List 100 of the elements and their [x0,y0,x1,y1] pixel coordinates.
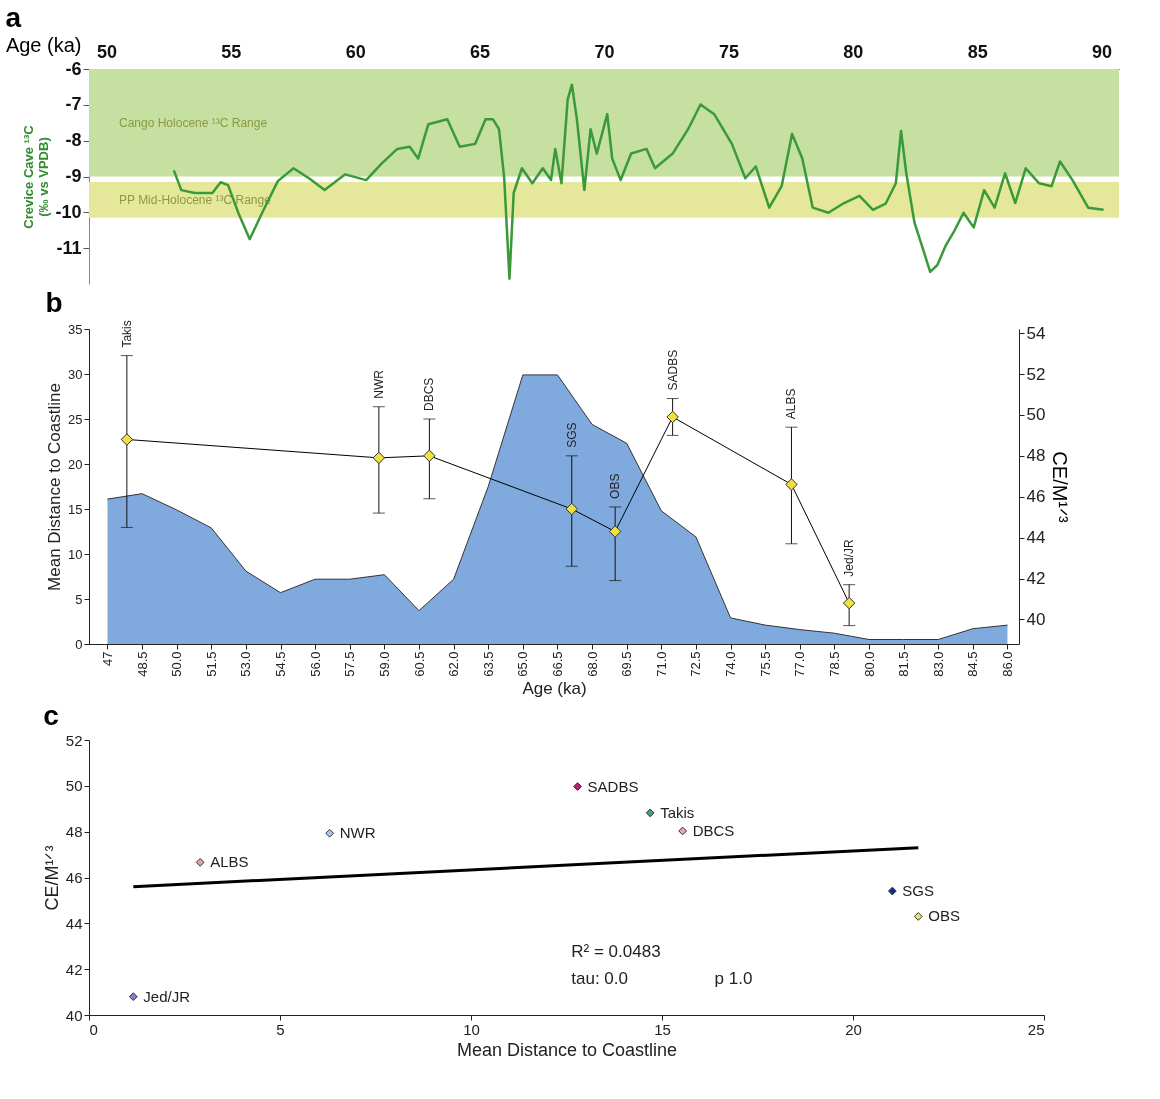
y2-tick-label: 42 [1026,569,1046,589]
x-tick-label: 51.5 [203,651,219,677]
y-tick-label: 0 [75,636,83,652]
y2-tick-label: 44 [1026,528,1046,548]
x-tick-label: 60.5 [411,651,427,677]
x-tick-label: 80.0 [861,651,877,677]
x-tick-label: 10 [463,1020,480,1038]
y-tick-label: 25 [68,411,83,427]
x-axis-title: Mean Distance to Coastline [456,1039,678,1060]
x-tick-label: 65 [470,41,491,62]
x-tick-label: 84.5 [965,651,981,677]
y-axis-title: Crevice Cave ¹³C (‰ vs VPDB) [21,124,52,229]
point [645,808,655,818]
x-tick-label: 81.5 [896,651,912,677]
y-tick-label: -6 [65,58,82,79]
point [887,886,897,896]
y-tick-label: -9 [65,166,82,186]
x-tick-label: 63.5 [480,651,496,677]
x-tick-label: 68.0 [584,651,600,677]
x-tick-label: 90 [1092,41,1113,62]
x-tick-label: 75 [718,41,739,62]
x-tick-label: 65.0 [515,651,531,677]
point [128,992,138,1002]
annotation: R² = 0.0483 [571,941,661,961]
annotation: ALBS [784,388,799,420]
y2-tick-label: 50 [1026,405,1046,425]
data-label: Takis [660,803,695,821]
y2-tick-label: 52 [1026,364,1046,384]
point [608,525,622,538]
data-label: NWR [339,824,376,842]
y-tick-label: 52 [65,731,83,749]
point [666,410,679,424]
x-tick-label: 55 [221,41,242,62]
x-tick-label: 70 [594,41,615,62]
y-tick-label: 30 [68,366,83,382]
y2-tick-label: 46 [1026,487,1046,507]
annotation: DBCS [422,377,437,411]
x-axis-title: Age (ka) [522,678,587,698]
annotation: Takis [119,320,134,348]
y-tick-label: -7 [65,94,82,115]
y-tick-label: 20 [68,456,83,472]
x-tick-label: 66.5 [549,651,565,677]
x-tick-label: 85 [967,41,988,62]
y-tick-label: 10 [68,546,83,562]
chart-title: b [45,287,63,319]
y-axis-title: CE/M¹ᐟ³ [41,845,62,911]
chart-title: a [5,2,22,33]
x-tick-label: 86.0 [999,651,1015,677]
x-tick-label: 83.0 [930,651,946,677]
y2-tick-label: 40 [1026,609,1046,629]
y-tick-label: 5 [75,591,83,607]
x-tick-label: 54.5 [273,651,289,677]
data-label: SADBS [587,777,639,795]
y2-tick-label: 54 [1026,323,1046,343]
x-tick-label: 5 [276,1020,285,1038]
data-label: OBS [928,907,961,925]
x-tick-label: 48.5 [134,651,150,677]
x-tick-label: 78.5 [826,651,842,677]
annotation: tau: 0.0 [571,969,628,989]
point [325,828,335,838]
x-tick-label: 74.0 [723,651,739,677]
x-tick-label: 15 [654,1020,671,1038]
x-tick-label: 62.0 [446,651,462,677]
x-tick-label: 57.5 [342,651,358,677]
x-tick-label: 75.5 [757,651,773,677]
point [423,449,436,463]
x-tick-label: 71.0 [653,651,669,677]
band-label: Cango Holocene ¹³C Range [119,115,268,130]
data-label: SGS [902,882,935,900]
x-tick-label: 25 [1027,1020,1045,1038]
y-tick-label: -11 [56,237,82,258]
x-tick-label: 20 [845,1020,862,1038]
annotation: p 1.0 [714,969,753,989]
x-tick-label: 59.0 [376,651,392,677]
x-tick-label: 69.5 [619,651,635,677]
data-label: ALBS [210,853,249,871]
data-label: Jed/JR [143,987,191,1005]
data-label: DBCS [692,821,735,839]
x-tick-label: 72.5 [688,651,704,677]
point [120,433,134,446]
y-axis-title: Mean Distance to Coastline [45,383,65,591]
point [678,826,687,836]
annotation: SGS [564,422,579,448]
y-tick-label: 42 [65,960,83,978]
chart-title: c [43,700,59,731]
point [372,451,386,465]
annotation: SADBS [665,349,680,391]
point [195,858,205,867]
y2-tick-label: 48 [1026,446,1046,466]
x-tick-label: 53.0 [238,651,254,677]
x-axis-title: Age (ka) [5,33,82,56]
x-tick-label: 77.0 [792,651,808,677]
y-tick-label: 46 [65,869,83,886]
y2-axis-title: CE/M¹ᐟ³ [1049,451,1072,523]
x-tick-label: 56.0 [307,651,323,677]
x-tick-label: 0 [89,1020,98,1038]
y-tick-label: 50 [65,777,83,795]
x-tick-label: 47 [99,651,115,666]
x-tick-label: 80 [843,41,864,62]
annotation: OBS [608,473,623,499]
